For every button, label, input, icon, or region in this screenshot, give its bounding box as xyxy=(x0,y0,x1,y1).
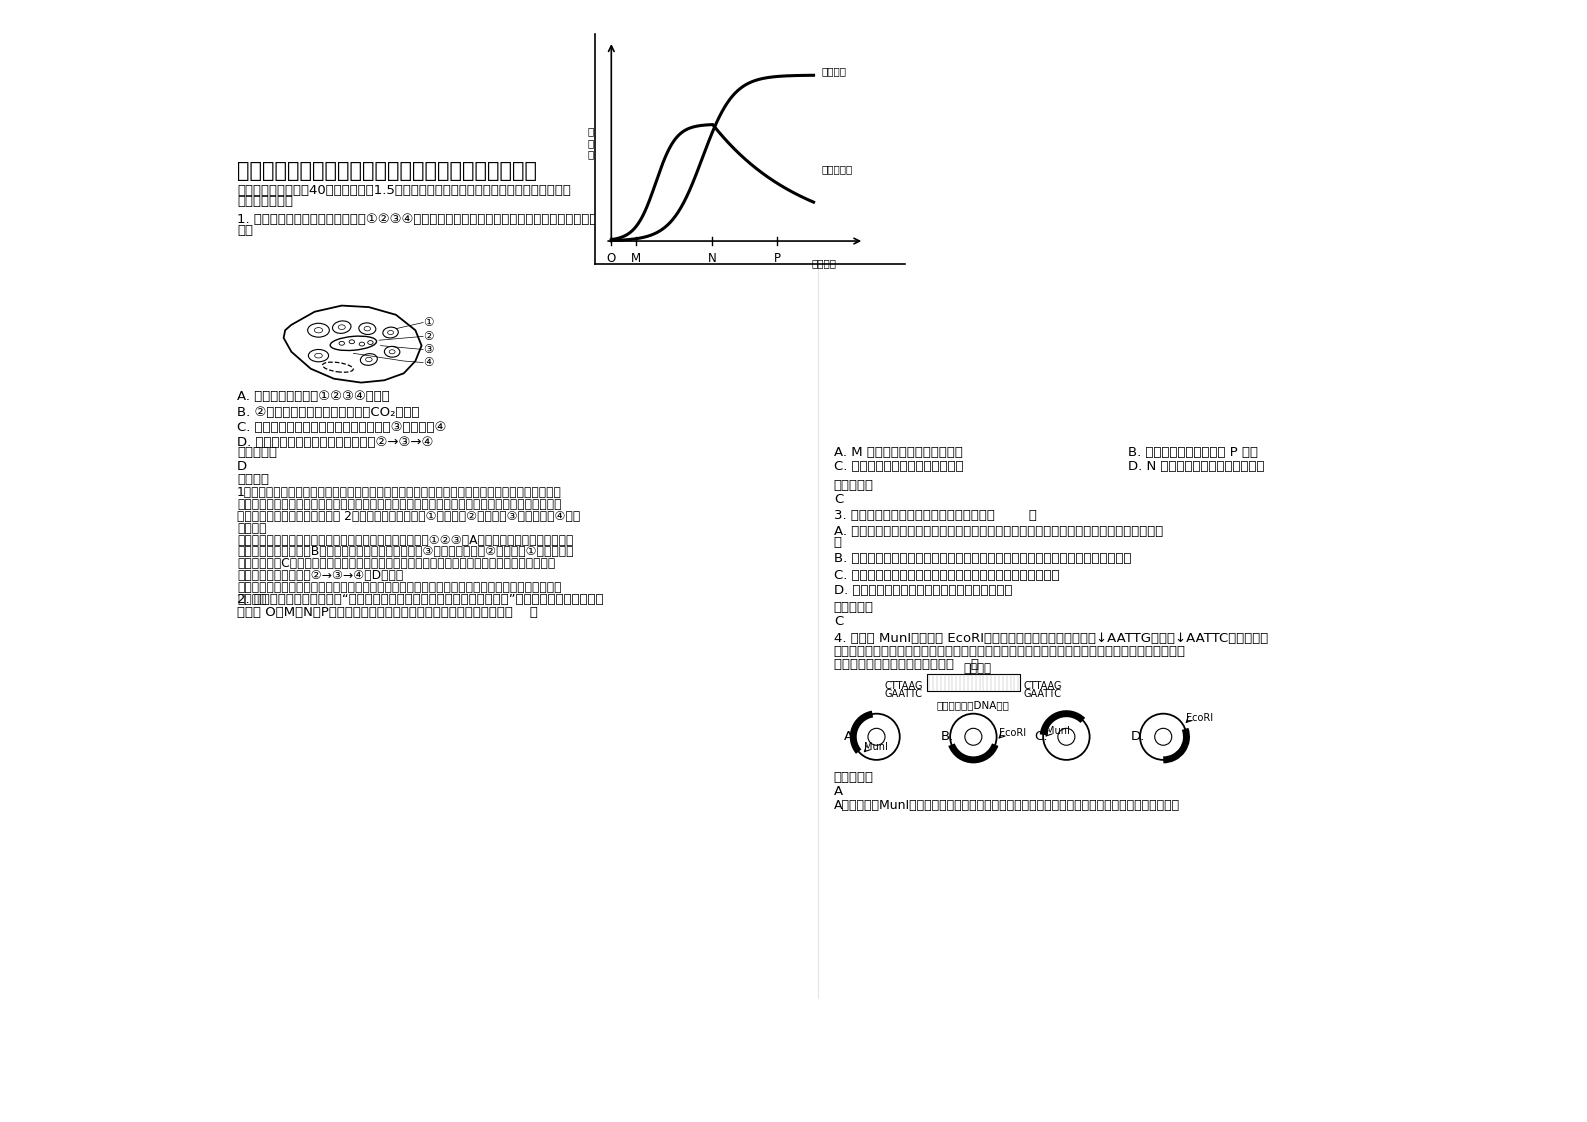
Text: M: M xyxy=(630,252,641,266)
Text: 器: 器 xyxy=(833,536,841,549)
Text: 参考答案：: 参考答案： xyxy=(236,445,278,459)
Text: D. N 点时酵母菌种群增长速率最大: D. N 点时酵母菌种群增长速率最大 xyxy=(1128,460,1265,472)
Text: D.: D. xyxy=(1130,730,1144,743)
Text: C. 酒精浓度过高会抑制酵母菌繁殖: C. 酒精浓度过高会抑制酵母菌繁殖 xyxy=(833,460,963,472)
Text: 胞内液。: 胞内液。 xyxy=(236,522,267,534)
Text: 酒精浓度: 酒精浓度 xyxy=(822,66,846,76)
Text: CTTAAG: CTTAAG xyxy=(1024,681,1062,690)
Text: （图中 O、M、N、P代表相应发酵时间）。下列有关分析中，正确的是（    ）: （图中 O、M、N、P代表相应发酵时间）。下列有关分析中，正确的是（ ） xyxy=(236,606,538,619)
Text: 【点睛】对于内环境的组成、内环境的组成成分之间的动态关系的理解，把握知识的内在联系是解题: 【点睛】对于内环境的组成、内环境的组成成分之间的动态关系的理解，把握知识的内在联… xyxy=(236,581,562,595)
Text: ④: ④ xyxy=(424,356,433,369)
Text: GAATTC: GAATTC xyxy=(884,689,922,699)
Text: A. M 点前酵母菌不进行细胞呼吸: A. M 点前酵母菌不进行细胞呼吸 xyxy=(833,445,963,459)
Text: C: C xyxy=(833,615,843,628)
Text: 进入细胞内，C错误：血浆中的氧通过毛细血管壁进入组织液，再进入组织细胞，因此，血浆中氧: 进入细胞内，C错误：血浆中的氧通过毛细血管壁进入组织液，再进入组织细胞，因此，血… xyxy=(236,558,555,570)
Text: B.: B. xyxy=(941,730,954,743)
Text: 含目的基因的DNA片段: 含目的基因的DNA片段 xyxy=(936,700,1009,710)
Text: O: O xyxy=(606,252,616,266)
Text: A: A xyxy=(833,785,843,798)
Text: CTTAAG: CTTAAG xyxy=(884,681,922,690)
Text: B. 在人体反射活动过程中，神经元膜内电荷移动的方向与膜外电荷移动的方向相反: B. 在人体反射活动过程中，神经元膜内电荷移动的方向与膜外电荷移动的方向相反 xyxy=(833,552,1132,565)
Text: 组织液之间直接进行物质交换； 2、分析题图可知，图中①是淨巴，②是血浆，③是组织液，④是细: 组织液之间直接进行物质交换； 2、分析题图可知，图中①是淨巴，②是血浆，③是组织… xyxy=(236,509,581,523)
Text: 1、内环境主要由血浆、组织液、淨巴等组成，血浆和组织液之间可以透过毛细血管壁相互渗透，组: 1、内环境主要由血浆、组织液、淨巴等组成，血浆和组织液之间可以透过毛细血管壁相互… xyxy=(236,486,562,499)
Text: 题目要求的。）: 题目要求的。） xyxy=(236,195,294,208)
Bar xyxy=(927,674,1020,691)
Text: C. 神经调节的基本方式是反射，完成反射的结构基础是神经元: C. 神经调节的基本方式是反射，完成反射的结构基础是神经元 xyxy=(833,569,1060,582)
Text: A、用限制酶MunⅠ切割该质粒后，不会破坏标记基因，而且还能产生与目的基因两侧粘性末端相同的: A、用限制酶MunⅠ切割该质粒后，不会破坏标记基因，而且还能产生与目的基因两侧粘… xyxy=(833,799,1181,812)
Text: 参考答案：: 参考答案： xyxy=(833,772,874,784)
Text: 内，不存在于血浆中，B错误：浆细胞分泌的抗体先进入③组织液，再进入②血浆或者①淨巴，而不: 内，不存在于血浆中，B错误：浆细胞分泌的抗体先进入③组织液，再进入②血浆或者①淨… xyxy=(236,545,573,559)
Text: EcoRⅠ: EcoRⅠ xyxy=(998,728,1025,738)
Text: B. 终止发酵时间应选择在 P 点时: B. 终止发酵时间应选择在 P 点时 xyxy=(1128,445,1258,459)
Text: 的是: 的是 xyxy=(236,224,252,237)
Text: P: P xyxy=(774,252,781,266)
Text: 参考答案：: 参考答案： xyxy=(833,601,874,614)
Text: D: D xyxy=(236,460,248,472)
Text: 河北省邯郸市武安活水乡中学高二生物模拟试卷含解析: 河北省邯郸市武安活水乡中学高二生物模拟试卷含解析 xyxy=(236,160,536,181)
Text: A. 狗在听到铃声后分泌唤液这一反射活动中，唤液腺和支配它活动的神经末梢一起构成效应: A. 狗在听到铃声后分泌唤液这一反射活动中，唤液腺和支配它活动的神经末梢一起构成… xyxy=(833,525,1163,539)
Text: 【详解】人体内环境组成是血浆、组织液、淨巴，即图中的①②③。A错误：血红蛋白存在于红细胞: 【详解】人体内环境组成是血浆、组织液、淨巴，即图中的①②③。A错误：血红蛋白存在… xyxy=(236,533,573,546)
Text: 【分析】: 【分析】 xyxy=(236,473,270,487)
Text: GAATTC: GAATTC xyxy=(1024,689,1062,699)
Text: 目的基因: 目的基因 xyxy=(963,662,992,675)
Text: 织液还可以穿过毛细淨巴管壁形成淨巴，淨巴通过淨巴循环进入血浆；生活在组织液中某细胞内液与: 织液还可以穿过毛细淨巴管壁形成淨巴，淨巴通过淨巴循环进入血浆；生活在组织液中某细… xyxy=(236,498,562,511)
Text: ①: ① xyxy=(424,316,433,329)
Text: 一、选择题（本题全40小题，每小题1.5分。在每小题给出的四个选项中，只有一项是符合: 一、选择题（本题全40小题，每小题1.5分。在每小题给出的四个选项中，只有一项是… xyxy=(236,184,571,197)
Text: 发酵时间: 发酵时间 xyxy=(811,258,836,268)
Text: 参考答案：: 参考答案： xyxy=(833,479,874,491)
Text: D. 体内大多数内分泌腺都受中枢神经系统的控制: D. 体内大多数内分泌腺都受中枢神经系统的控制 xyxy=(833,585,1013,597)
Text: 相
对
值: 相 对 值 xyxy=(587,127,594,159)
Text: A.: A. xyxy=(844,730,857,743)
Text: 进入组织细胞的途径是②→③→④，D正确。: 进入组织细胞的途径是②→③→④，D正确。 xyxy=(236,569,403,582)
Text: N: N xyxy=(708,252,717,266)
Text: 作为运目的基因运载体的质粒是（    ）: 作为运目的基因运载体的质粒是（ ） xyxy=(833,659,979,671)
Text: D. 血浆中的氧进入组织细胞的途径是②→③→④: D. 血浆中的氧进入组织细胞的途径是②→③→④ xyxy=(236,436,433,450)
Text: 1. 如图是人体某组织结构示意图，①②③④分别表示人体内不同部位的液体。据图判断下列说法正确: 1. 如图是人体某组织结构示意图，①②③④分别表示人体内不同部位的液体。据图判断… xyxy=(236,213,614,227)
Text: A. 人体的内环境是由①②③④组成的: A. 人体的内环境是由①②③④组成的 xyxy=(236,390,390,403)
Text: C.: C. xyxy=(1033,730,1047,743)
Text: 3. 在有关神经调节的叙述中，不正确的是（        ）: 3. 在有关神经调节的叙述中，不正确的是（ ） xyxy=(833,509,1036,522)
Text: 示四种质粒和目的基因，其中，箭头所指部位为酶的识别位点，质粒的阴影部分表示标记基因，适于: 示四种质粒和目的基因，其中，箭头所指部位为酶的识别位点，质粒的阴影部分表示标记基… xyxy=(833,645,1185,659)
Text: C. 抗体蛋白质是由细胞分泌出来时先进入③，再进入④: C. 抗体蛋白质是由细胞分泌出来时先进入③，再进入④ xyxy=(236,421,446,434)
Text: C: C xyxy=(833,493,843,506)
Text: 4. 限制酶 MunⅠ和限制酶 EcoRⅠ的识别序列及切割位点分别是－↓AATTG－和－↓AATTC－。如图表: 4. 限制酶 MunⅠ和限制酶 EcoRⅠ的识别序列及切割位点分别是－↓AATT… xyxy=(833,632,1268,645)
Text: 的关键。: 的关键。 xyxy=(236,594,267,606)
Text: ③: ③ xyxy=(424,343,433,356)
Text: 2. 右图是某生物研究小组在“探究果酒制作过程中酵母菌种群数量变化因素”时，获得的两组实验数据: 2. 右图是某生物研究小组在“探究果酒制作过程中酵母菌种群数量变化因素”时，获得… xyxy=(236,592,603,606)
Text: MunⅠ: MunⅠ xyxy=(1046,726,1070,736)
Text: EcoRⅠ: EcoRⅠ xyxy=(1185,712,1212,723)
Text: MunⅠ: MunⅠ xyxy=(863,742,887,752)
Text: ②: ② xyxy=(424,330,433,343)
Text: B. ②中含激素、血红蛋白、乳酸、CO₂等物质: B. ②中含激素、血红蛋白、乳酸、CO₂等物质 xyxy=(236,406,419,419)
Text: 酵母菌数量: 酵母菌数量 xyxy=(822,165,852,174)
